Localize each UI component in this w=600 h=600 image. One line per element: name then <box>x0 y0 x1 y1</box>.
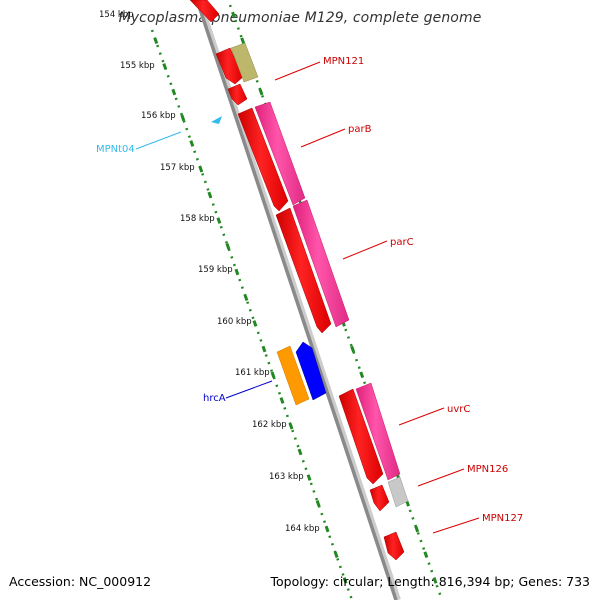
tick-dash <box>359 371 365 379</box>
genome-backbone <box>195 0 401 600</box>
tick-dash <box>288 422 294 430</box>
gene-mpn126[interactable] <box>387 476 409 508</box>
tick-dash <box>333 551 339 559</box>
tick-label: 156 kbp <box>141 111 176 121</box>
tick-dash <box>198 165 204 173</box>
tick-label: 158 kbp <box>180 214 215 224</box>
tick-dash <box>258 88 264 96</box>
label-parc[interactable]: parC <box>390 237 414 248</box>
trna-mpnt04[interactable] <box>211 116 222 124</box>
label-mpn127[interactable]: MPN127 <box>482 513 523 524</box>
gene-parc-red[interactable] <box>275 207 332 334</box>
tick-dash <box>270 371 276 379</box>
tick-label: 162 kbp <box>252 420 287 430</box>
gene-labels: MPN121 parB parC uvrC MPN126 MPN127 MPNt… <box>96 56 523 524</box>
tick-dash <box>315 499 321 507</box>
gene-mpn126-red[interactable] <box>369 484 390 512</box>
label-leaders <box>135 61 480 534</box>
label-mpnt04[interactable]: MPNt04 <box>96 144 135 155</box>
gene-parc[interactable] <box>292 199 350 328</box>
tick-label: 155 kbp <box>120 61 155 71</box>
tick-dash <box>162 63 168 70</box>
gene-hrca[interactable] <box>295 341 327 401</box>
gene-top-partial[interactable] <box>189 0 220 23</box>
gene-hrca-orange[interactable] <box>276 345 310 406</box>
label-hrca[interactable]: hrcA <box>203 393 226 404</box>
gene-small-red[interactable] <box>227 83 248 106</box>
tick-dash <box>225 242 231 250</box>
accession-text: Accession: NC_000912 <box>9 574 152 589</box>
tick-label: 157 kbp <box>160 163 195 173</box>
gene-mpn127[interactable] <box>383 531 405 561</box>
tick-dash <box>189 140 195 147</box>
tick-dash <box>350 345 356 353</box>
tick-dash <box>297 448 303 456</box>
label-parb[interactable]: parB <box>348 124 372 135</box>
tick-dash <box>324 525 330 533</box>
gene-features <box>189 0 409 561</box>
tick-dash <box>231 11 236 19</box>
gene-mpn121[interactable] <box>230 42 259 83</box>
tick-dash <box>306 474 312 481</box>
tick-label: 164 kbp <box>285 524 320 534</box>
tick-dash <box>243 294 249 302</box>
tick-dash <box>234 268 240 276</box>
tick-dash <box>423 551 429 559</box>
label-mpn121[interactable]: MPN121 <box>323 56 364 67</box>
tick-dash <box>432 577 438 584</box>
tick-label: 159 kbp <box>198 265 233 275</box>
tick-dash <box>240 37 246 45</box>
tick-label: 163 kbp <box>269 472 304 482</box>
tick-dash <box>216 217 222 224</box>
gene-uvrc-red[interactable] <box>338 388 384 485</box>
tick-dash <box>180 114 186 122</box>
tick-dash <box>252 320 258 327</box>
tick-dash <box>414 525 420 533</box>
gene-parb[interactable] <box>254 101 306 206</box>
tick-dash <box>171 88 177 96</box>
scale-tick-marks <box>153 11 438 584</box>
gene-uvrc[interactable] <box>355 382 401 481</box>
tick-dash <box>207 191 213 199</box>
tick-label: 154 kbp <box>99 10 134 20</box>
topology-text: Topology: circular; Length: 816,394 bp; … <box>270 574 591 589</box>
label-uvrc[interactable]: uvrC <box>447 404 470 415</box>
tick-dash <box>342 577 348 584</box>
tick-label: 161 kbp <box>235 368 270 378</box>
tick-dash <box>153 37 159 45</box>
gene-mpn120[interactable] <box>215 47 244 85</box>
gene-parb-red[interactable] <box>237 107 289 212</box>
label-mpn126[interactable]: MPN126 <box>467 464 508 475</box>
scale-tick-labels: 154 kbp 155 kbp 156 kbp 157 kbp 158 kbp … <box>99 10 320 534</box>
tick-label: 160 kbp <box>217 317 252 327</box>
tick-dash <box>279 397 285 404</box>
tick-dash <box>261 345 267 353</box>
